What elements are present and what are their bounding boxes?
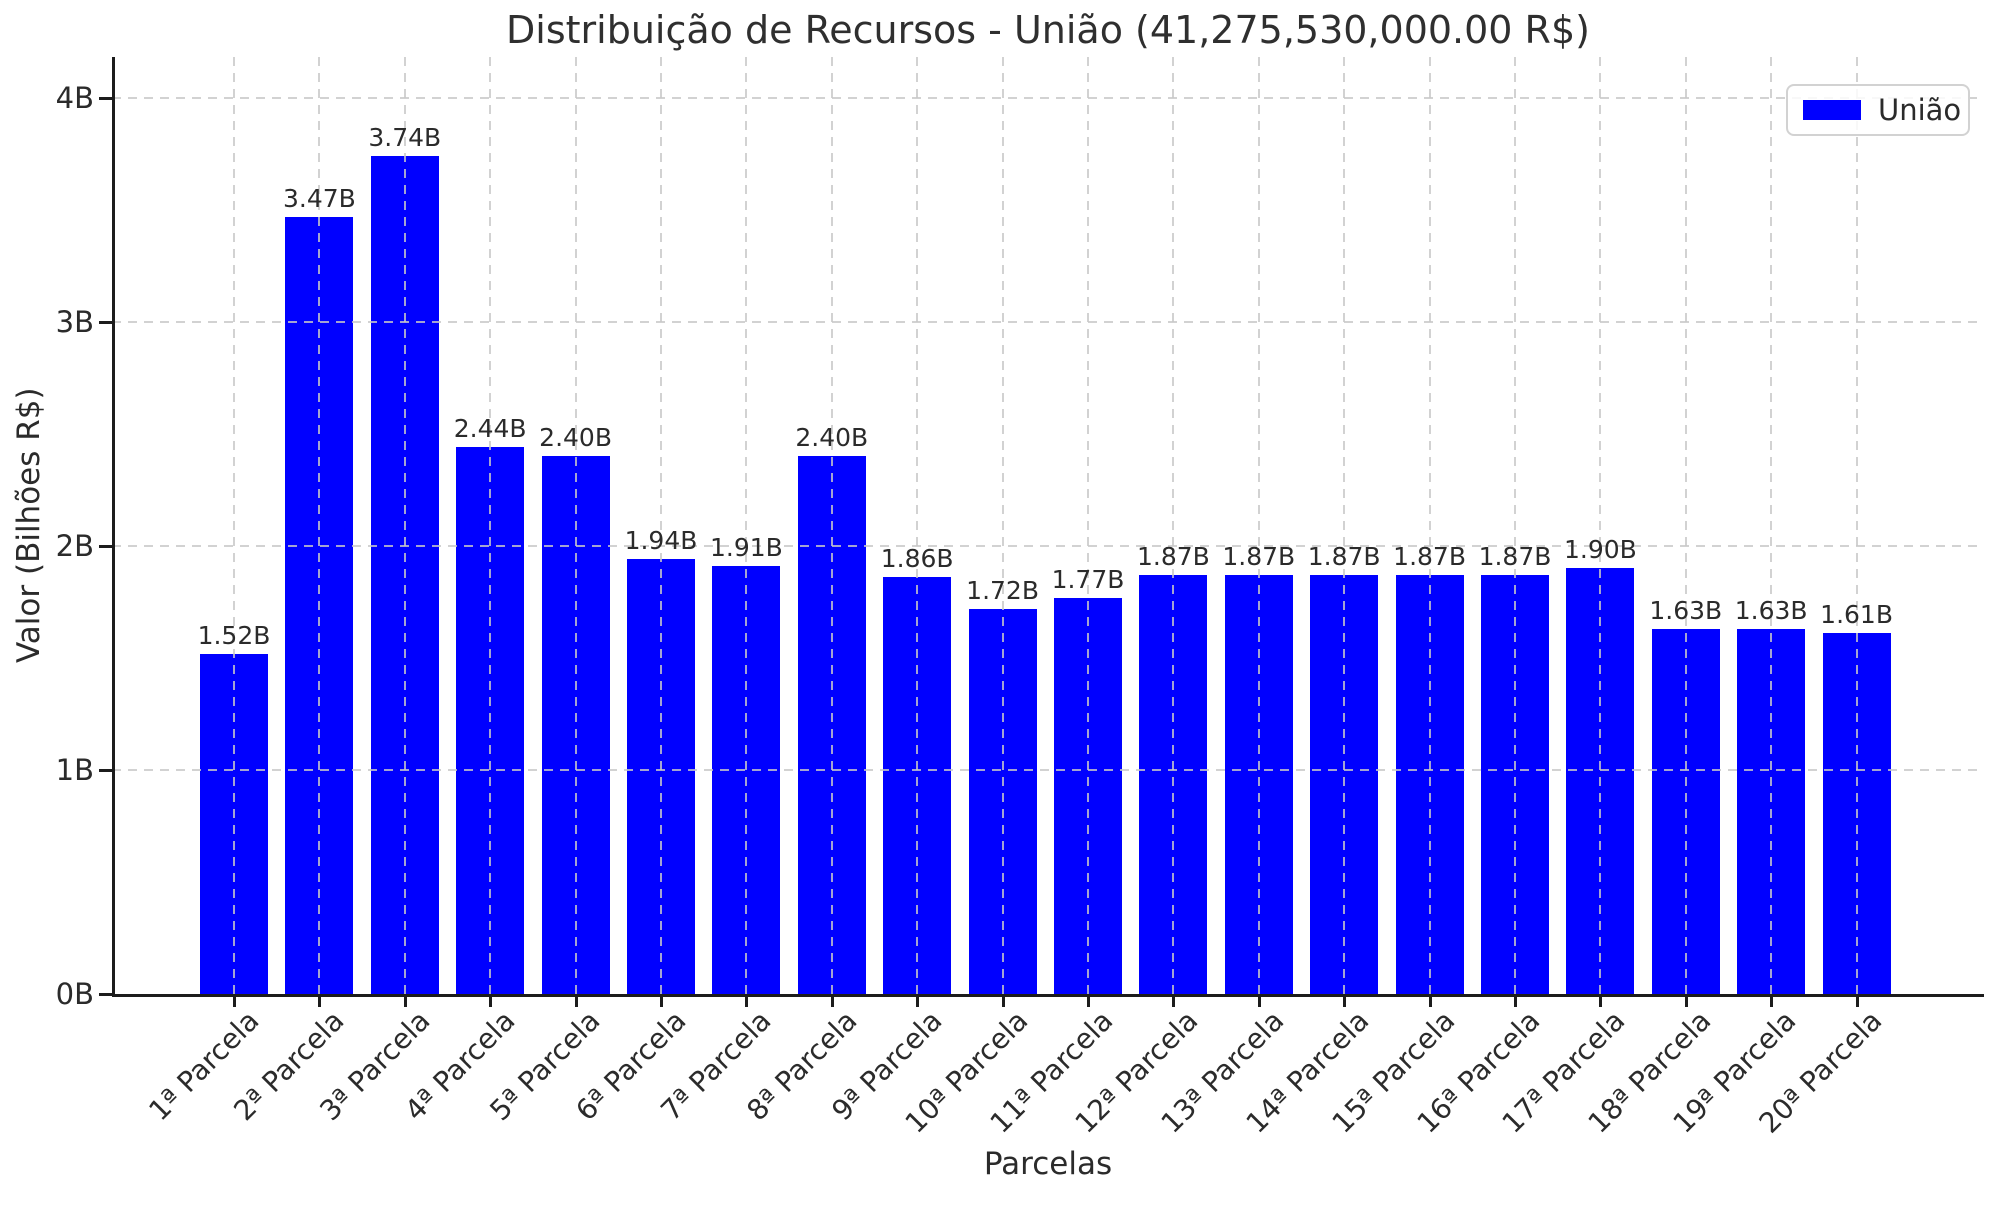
x-axis-tick (1770, 997, 1774, 1007)
bar-value-label: 1.87B (1478, 542, 1552, 572)
y-axis-tick (99, 97, 112, 100)
y-axis-tick-label: 3B (55, 305, 94, 339)
vertical-gridline (660, 57, 662, 994)
vertical-gridline (1599, 57, 1602, 994)
y-axis-tick (99, 769, 112, 772)
chart-title: Distribuição de Recursos - União (41,275… (506, 8, 1590, 52)
x-axis-spine (112, 994, 1984, 997)
vertical-gridline (830, 57, 833, 994)
bar-value-label: 1.77B (1051, 564, 1125, 594)
horizontal-gridline (112, 321, 1981, 323)
vertical-gridline (745, 57, 748, 994)
x-axis-tick (489, 997, 493, 1007)
legend-label: União (1878, 93, 1962, 127)
y-axis-title: Valor (Bilhões R$) (11, 387, 47, 664)
y-axis-spine (112, 57, 115, 997)
x-axis-tick (1087, 997, 1090, 1007)
horizontal-gridline (112, 97, 1981, 99)
vertical-gridline (1428, 57, 1431, 994)
x-axis-tick (233, 997, 236, 1007)
legend: União (1786, 84, 1970, 136)
bar-value-label: 2.40B (539, 423, 612, 453)
bar-value-label: 1.63B (1649, 595, 1723, 625)
vertical-gridline (1855, 57, 1858, 994)
x-axis-tick (660, 997, 663, 1007)
bar-value-label: 1.90B (1563, 535, 1637, 565)
x-axis-tick (1001, 997, 1005, 1007)
vertical-gridline (1087, 57, 1089, 994)
y-axis-tick-label: 1B (55, 753, 94, 787)
y-axis-tick (99, 993, 112, 996)
bar-value-label: 3.47B (282, 183, 356, 213)
vertical-gridline (1257, 57, 1260, 994)
bar-value-label: 1.87B (1393, 542, 1466, 572)
bar-value-label: 1.52B (197, 620, 271, 650)
bar-value-label: 1.61B (1820, 600, 1893, 630)
bar-value-label: 1.87B (1307, 542, 1381, 572)
vertical-gridline (233, 57, 235, 994)
x-axis-tick (1684, 997, 1688, 1007)
y-axis-tick-label: 0B (55, 977, 94, 1011)
horizontal-gridline (112, 545, 1981, 547)
bar-value-label: 2.44B (453, 414, 527, 444)
bar-value-label: 1.72B (966, 575, 1039, 605)
x-axis-title: Parcelas (983, 1146, 1113, 1182)
bar-value-label: 1.86B (880, 544, 954, 574)
bar-value-label: 1.91B (709, 533, 783, 563)
vertical-gridline (916, 57, 919, 994)
vertical-gridline (1514, 57, 1516, 994)
x-axis-tick (1428, 997, 1432, 1007)
plot-area: 1.52B 3.47B 3.74B 2.44B 2.40B 1.94B 1.91B 2.40B… (112, 57, 1981, 994)
bar-value-label: 1.87B (1136, 542, 1210, 572)
x-axis-tick (830, 997, 834, 1007)
vertical-gridline (1343, 57, 1346, 994)
x-axis-tick (1343, 997, 1347, 1007)
bar-value-label: 1.94B (624, 526, 698, 556)
vertical-gridline (489, 57, 492, 994)
horizontal-gridline (112, 769, 1981, 771)
x-axis-tick (574, 997, 578, 1007)
legend-color-swatch (1803, 100, 1861, 120)
x-axis-tick (1599, 997, 1603, 1007)
x-axis-tick (318, 997, 322, 1007)
vertical-gridline (1172, 57, 1175, 994)
bar-value-label: 3.74B (368, 123, 442, 153)
y-axis-tick-label: 2B (55, 529, 94, 563)
bar-value-label: 2.40B (795, 423, 869, 453)
vertical-gridline (403, 57, 406, 994)
vertical-gridline (318, 57, 321, 994)
vertical-gridline (1770, 57, 1773, 994)
y-axis-tick-label: 4B (55, 81, 94, 115)
bar-value-label: 1.63B (1734, 595, 1808, 625)
x-axis-tick (1172, 997, 1176, 1007)
x-axis-tick (1257, 997, 1261, 1007)
vertical-gridline (1001, 57, 1004, 994)
y-axis-tick (99, 545, 112, 548)
vertical-gridline (574, 57, 577, 994)
x-axis-tick (1514, 997, 1517, 1007)
x-axis-tick (403, 997, 407, 1007)
y-axis-tick (99, 321, 112, 324)
x-axis-tick (745, 997, 749, 1007)
vertical-gridline (1684, 57, 1687, 994)
x-axis-tick (1855, 997, 1859, 1007)
bar-value-label: 1.87B (1222, 542, 1296, 572)
x-axis-tick (916, 997, 920, 1007)
